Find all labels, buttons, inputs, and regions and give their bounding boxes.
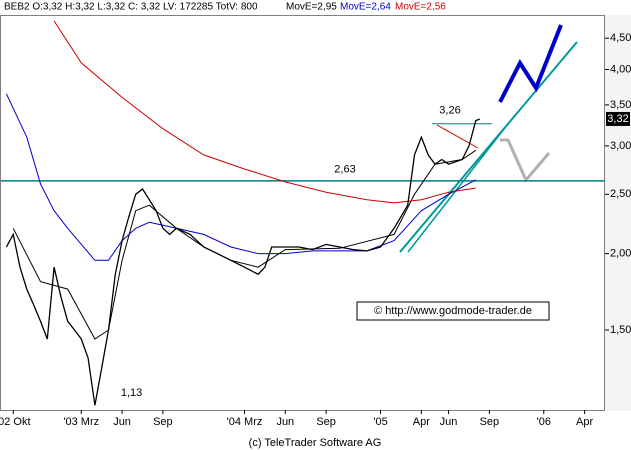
x-tick-label: Jun	[440, 416, 458, 428]
footer: (c) TeleTrader Software AG	[249, 437, 382, 449]
y-tick-label: 3,50	[610, 99, 631, 111]
projection	[498, 24, 563, 103]
legend-entry: MovE=2,95	[286, 2, 337, 13]
moving-average	[53, 20, 476, 204]
y-tick-label: 3,00	[610, 140, 631, 152]
last-price-marker	[606, 111, 630, 126]
x-tick-label: Jun	[276, 416, 294, 428]
price-line	[5, 118, 481, 406]
header-info: BEB2 O:3,32 H:3,32 L:3,32 C: 3,32 LV: 17…	[4, 2, 258, 13]
y-tick-label: 2,00	[610, 247, 631, 259]
watermark-box	[356, 301, 550, 321]
x-tick-label: '04 Mrz	[227, 416, 263, 428]
x-tick-label: '02 Okt	[0, 416, 31, 428]
trend-line	[407, 114, 516, 253]
last-price-label: 3,32	[607, 113, 628, 125]
x-tick-label: Sep	[153, 416, 173, 428]
level-label: 2,63	[334, 164, 355, 176]
legend-entry: MovE=2,64	[340, 2, 391, 13]
watermark: © http://www.godmode-trader.de	[374, 305, 532, 317]
y-tick-label: 1,50	[610, 324, 631, 336]
trend-line	[399, 41, 578, 253]
x-tick-label: '05	[373, 416, 387, 428]
projection	[500, 138, 551, 183]
x-tick-label: Jun	[113, 416, 131, 428]
y-tick-label: 2,50	[610, 188, 631, 200]
moving-average	[5, 93, 477, 261]
plot-frame	[0, 15, 605, 411]
x-tick-label: Sep	[480, 416, 500, 428]
trend-line	[436, 124, 479, 149]
level-label: 3,26	[439, 105, 460, 117]
x-tick-label: '03 Mrz	[63, 416, 99, 428]
x-tick-label: '06	[537, 416, 551, 428]
legend-entry: MovE=2,56	[395, 2, 446, 13]
x-tick-label: Sep	[316, 416, 336, 428]
right-axis-area	[605, 15, 631, 411]
low-label: 1,13	[121, 387, 142, 399]
y-tick-label: 4,00	[610, 63, 631, 75]
y-tick-label: 4,50	[610, 32, 631, 44]
x-tick-label: Apr	[576, 416, 593, 428]
x-tick-label: Apr	[413, 416, 430, 428]
